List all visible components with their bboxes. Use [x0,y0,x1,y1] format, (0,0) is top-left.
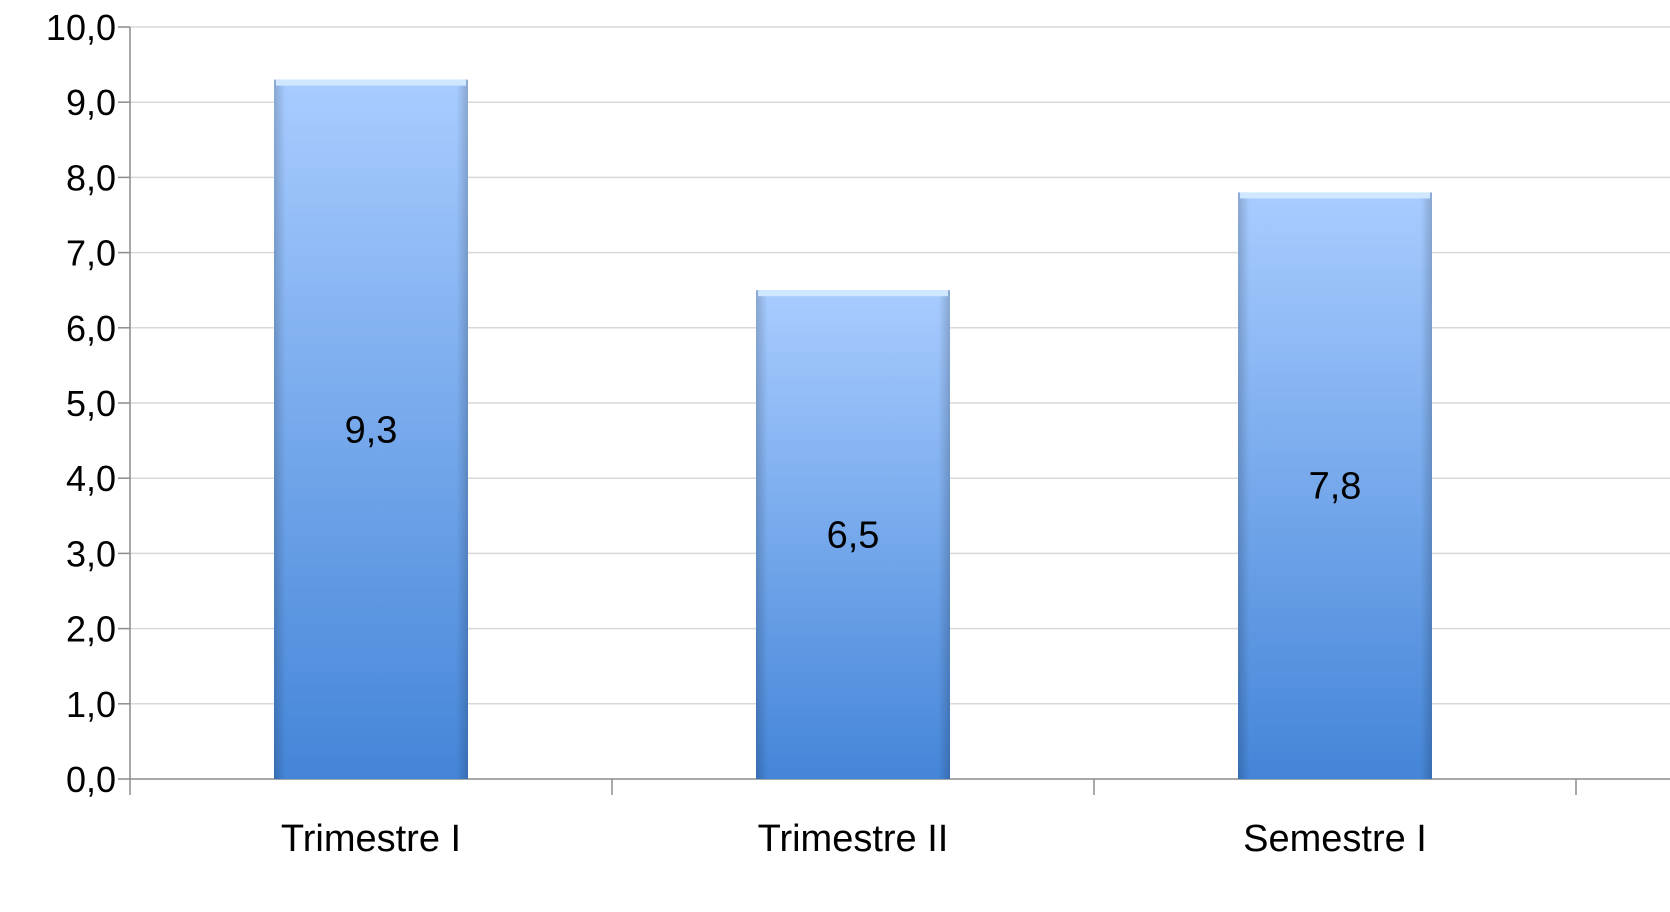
y-tick-label: 8,0 [66,157,116,198]
y-tick-label: 2,0 [66,609,116,650]
y-tick-label: 0,0 [66,759,116,800]
bar-1 [274,79,468,779]
y-tick-label: 7,0 [66,233,116,274]
y-tick-label: 3,0 [66,533,116,574]
bar-cap [1240,192,1430,199]
y-tick-label: 6,0 [66,308,116,349]
bar-3 [1238,192,1432,779]
bar-shade [1238,192,1432,779]
data-label: 9,3 [345,409,398,451]
bars [274,79,1432,779]
x-category-label: Trimestre I [281,818,461,860]
x-category-label: Semestre I [1243,818,1427,860]
x-category-label: Trimestre II [758,818,949,860]
bar-2 [756,290,950,779]
bar-cap [276,79,466,86]
y-tick-label: 9,0 [66,82,116,123]
y-tick-label: 1,0 [66,684,116,725]
y-tick-label: 5,0 [66,383,116,424]
data-label: 7,8 [1309,466,1362,508]
y-tick-label: 10,0 [46,7,116,48]
labels: 0,0 1,0 2,0 3,0 4,0 5,0 6,0 7,0 8,0 9,0 10,0 9,3 Tri… [46,7,1427,860]
y-tick-label: 4,0 [66,458,116,499]
bar-cap [758,290,948,297]
bar-shade [756,290,950,779]
bar-shade [274,79,468,779]
data-label: 6,5 [827,515,880,557]
